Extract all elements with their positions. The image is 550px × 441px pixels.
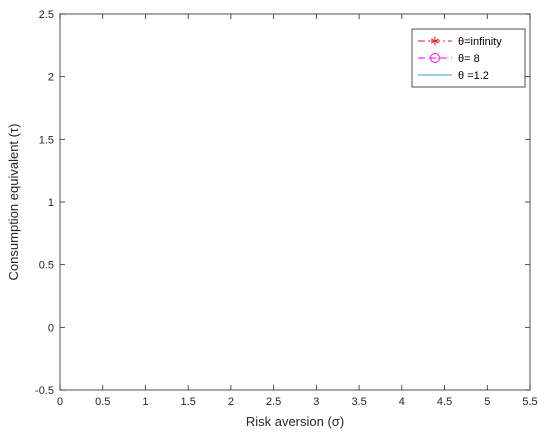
legend-entry-0: θ=infinity — [458, 36, 502, 48]
x-tick-label: 3 — [313, 396, 319, 408]
y-tick-label: -0.5 — [35, 385, 54, 397]
x-tick-label: 3.5 — [351, 396, 366, 408]
y-tick-label: 2.5 — [39, 9, 54, 21]
legend-entry-2: θ =1.2 — [458, 70, 489, 82]
x-tick-label: 0.5 — [95, 396, 110, 408]
x-tick-label: 5 — [484, 396, 490, 408]
x-tick-label: 2 — [228, 396, 234, 408]
x-tick-label: 0 — [57, 396, 63, 408]
x-tick-label: 1 — [142, 396, 148, 408]
y-tick-label: 0 — [48, 322, 54, 334]
legend-marker-1 — [430, 53, 440, 63]
legend-marker-0 — [430, 36, 440, 46]
y-tick-label: 2 — [48, 72, 54, 84]
y-tick-label: 1 — [48, 197, 54, 209]
x-axis-label: Risk aversion (σ) — [246, 414, 344, 429]
legend-entry-1: θ= 8 — [458, 53, 480, 65]
y-axis-label: Consumption equivalent (τ) — [6, 124, 21, 281]
x-tick-label: 1.5 — [181, 396, 196, 408]
x-tick-label: 4 — [399, 396, 405, 408]
y-tick-label: 1.5 — [39, 134, 54, 146]
y-tick-label: 0.5 — [39, 260, 54, 272]
x-tick-label: 5.5 — [522, 396, 537, 408]
x-tick-label: 2.5 — [266, 396, 281, 408]
legend: θ=infinity θ= 8 θ =1.2 — [411, 28, 526, 88]
x-tick-label: 4.5 — [437, 396, 452, 408]
